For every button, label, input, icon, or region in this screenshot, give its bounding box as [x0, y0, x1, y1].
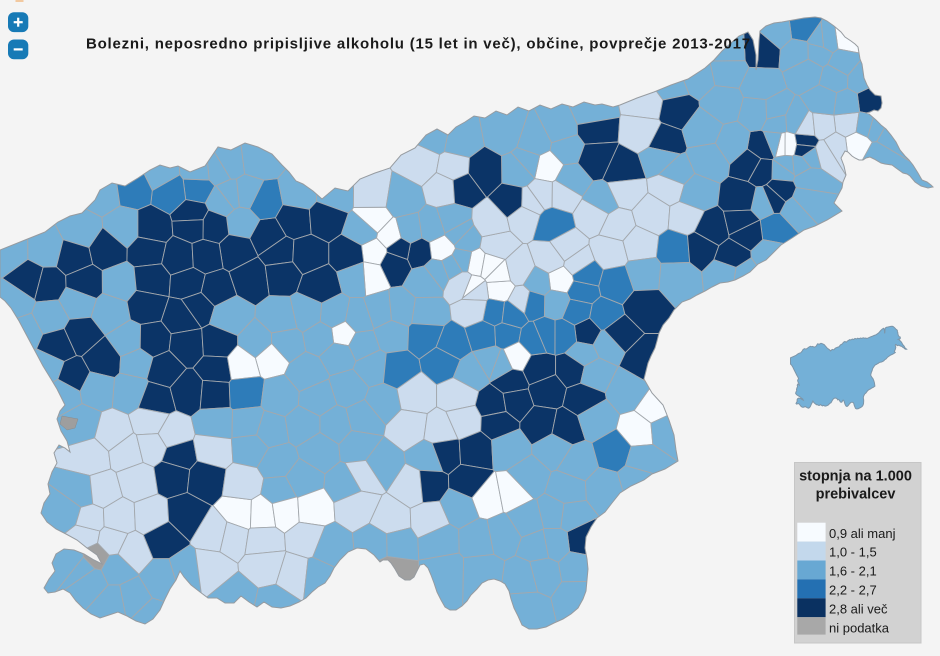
- svg-text:ni podatka: ni podatka: [829, 620, 890, 635]
- svg-text:Bolezni, neposredno pripisljiv: Bolezni, neposredno pripisljive alkoholu…: [86, 35, 751, 52]
- svg-text:1,6 - 2,1: 1,6 - 2,1: [829, 564, 877, 579]
- svg-text:prebivalcev: prebivalcev: [816, 487, 896, 503]
- svg-text:0,9 ali manj: 0,9 ali manj: [829, 526, 896, 541]
- svg-text:1,0 - 1,5: 1,0 - 1,5: [829, 545, 877, 560]
- svg-text:stopnja na 1.000: stopnja na 1.000: [799, 469, 912, 485]
- svg-text:2,2 - 2,7: 2,2 - 2,7: [829, 583, 877, 598]
- svg-text:2,8 ali več: 2,8 ali več: [829, 602, 888, 617]
